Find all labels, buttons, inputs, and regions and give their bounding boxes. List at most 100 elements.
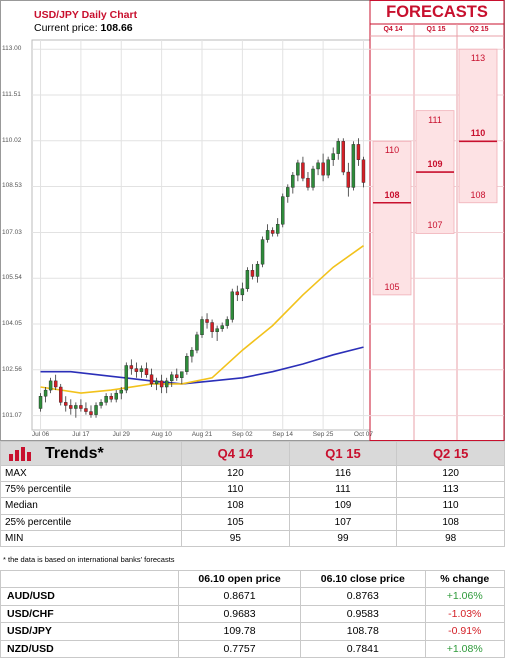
candle <box>346 171 351 188</box>
candle <box>351 144 356 188</box>
candle <box>326 159 330 176</box>
current-price-value: 108.66 <box>100 22 133 34</box>
candle <box>180 371 184 378</box>
trends-row-median: Median 108 109 110 <box>0 497 505 515</box>
candle <box>286 187 290 197</box>
prices-col-change: % change <box>424 570 505 588</box>
price-chart <box>0 0 505 441</box>
x-tick-label: Aug 10 <box>151 431 172 438</box>
trends-title-cell: Trends* <box>0 441 182 466</box>
trends-row-min: MIN 95 99 98 <box>0 529 505 547</box>
y-tick-label: 102.56 <box>2 365 22 373</box>
ma-fast-line <box>40 245 364 394</box>
candle <box>270 230 275 234</box>
candle <box>265 230 270 240</box>
candle <box>200 319 204 336</box>
candle <box>175 374 179 378</box>
candle <box>159 380 164 388</box>
forecast-p75-label: 111 <box>428 114 442 125</box>
x-tick-label: Jul 29 <box>112 431 130 438</box>
candle <box>53 380 58 388</box>
candle <box>69 405 73 409</box>
plot-area <box>31 39 371 431</box>
chart-title: USD/JPY Daily Chart <box>34 9 138 21</box>
y-tick-label: 104.05 <box>2 320 22 328</box>
candle <box>129 365 134 369</box>
forecast-col-q1: Q1 15 <box>426 26 446 33</box>
candle <box>250 270 255 277</box>
y-tick-label: 110.02 <box>2 136 22 144</box>
candle <box>195 334 199 351</box>
candle <box>154 380 159 385</box>
bar-chart-icon <box>9 447 31 462</box>
chart-panel: USD/JPY Daily Chart Current price: 108.6… <box>0 0 505 441</box>
trends-row-p75: 75% percentile 110 111 113 <box>0 481 505 499</box>
candle <box>255 263 260 277</box>
forecast-col-q4: Q4 14 <box>383 26 403 33</box>
candle <box>235 291 240 296</box>
forecast-p25-label: 105 <box>384 281 400 292</box>
candle <box>170 374 174 382</box>
candle <box>260 239 265 265</box>
candle <box>275 224 280 234</box>
ma-slow-line <box>40 346 364 385</box>
candle <box>215 328 219 332</box>
candle <box>230 291 234 320</box>
candle <box>58 386 63 403</box>
candle <box>220 325 224 329</box>
forecast-p75-label: 113 <box>470 53 486 64</box>
candle <box>301 162 305 179</box>
candle <box>356 144 361 160</box>
y-tick-label: 107.03 <box>2 228 22 236</box>
prices-row: AUD/USD 0.8671 0.8763 +1.06% <box>0 587 505 606</box>
prices-col-open: 06.10 open price <box>177 570 302 588</box>
candle <box>185 356 189 372</box>
forecast-p75-label: 110 <box>384 145 400 156</box>
candle <box>84 408 88 412</box>
prices-row: USD/JPY 109.78 108.78 -0.91% <box>0 622 505 641</box>
candle <box>245 270 250 289</box>
prices-col-close: 06.10 close price <box>300 570 426 588</box>
candle <box>361 159 366 183</box>
candle <box>296 162 300 176</box>
trends-col-q1: Q1 15 <box>288 441 398 466</box>
y-tick-label: 113.00 <box>2 45 22 53</box>
prices-header-row: 06.10 open price 06.10 close price % cha… <box>0 570 505 588</box>
forecast-median-label: 109 <box>427 159 443 170</box>
candle <box>144 368 149 375</box>
trends-title: Trends* <box>45 444 104 462</box>
y-tick-label: 101.07 <box>2 411 22 419</box>
candle <box>164 380 169 388</box>
candle <box>94 405 98 415</box>
forecast-band <box>458 48 498 204</box>
forecast-p25-label: 108 <box>470 189 486 200</box>
prices-corner <box>0 570 179 588</box>
candle <box>139 368 144 372</box>
prices-row: USD/CHF 0.9683 0.9583 -1.03% <box>0 604 505 623</box>
candle <box>240 288 245 296</box>
forecast-band <box>372 140 412 296</box>
trends-table: Trends* Q4 14 Q1 15 Q2 15 MAX 120 116 12… <box>0 441 505 547</box>
trends-col-q4: Q4 14 <box>181 441 290 466</box>
candle <box>99 402 103 406</box>
trends-row-p25: 25% percentile 105 107 108 <box>0 513 505 531</box>
candle <box>331 153 335 160</box>
candle <box>134 368 139 372</box>
candle <box>114 392 118 400</box>
candle <box>291 174 295 188</box>
candle <box>124 365 129 391</box>
trends-header-row: Trends* Q4 14 Q1 15 Q2 15 <box>0 441 505 466</box>
current-price: Current price: 108.66 <box>34 22 133 34</box>
candle <box>316 162 320 170</box>
candle <box>38 396 43 409</box>
trends-row-max: MAX 120 116 120 <box>0 464 505 483</box>
y-tick-label: 111.51 <box>2 90 21 98</box>
trends-footnote: * the data is based on international ban… <box>3 555 175 564</box>
candle <box>205 319 209 323</box>
candle <box>79 405 83 409</box>
candle <box>149 374 154 385</box>
x-tick-label: Jul 17 <box>72 431 90 438</box>
forecast-col-q2: Q2 15 <box>469 26 489 33</box>
trends-col-q2: Q2 15 <box>396 441 505 466</box>
candle <box>281 196 285 225</box>
